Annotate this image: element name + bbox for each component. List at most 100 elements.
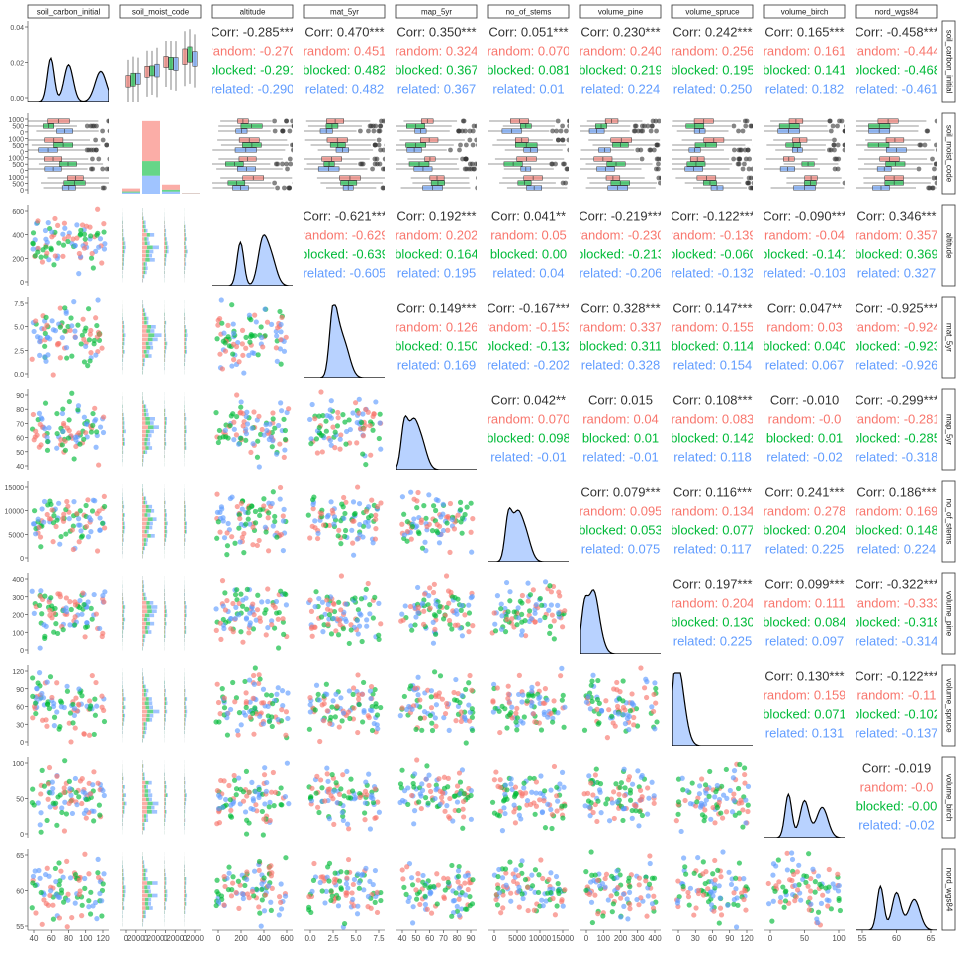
x-tick-label: 200: [614, 934, 628, 943]
corr-text-related: related: -0.926: [855, 358, 939, 373]
corr-text-related: related: 0.328: [581, 358, 661, 373]
corr-text-blocked: blocked: -0.00: [856, 799, 938, 814]
corr-text-random: random: 0.204: [671, 596, 755, 611]
row-strip-volume_pine: volume_pine: [941, 572, 956, 655]
x-tick-label: 60: [47, 934, 56, 943]
corr-text-related: related: 0.01: [492, 82, 564, 97]
scatter-panel-nord_wgs84-soil_carbon_initial: [29, 851, 107, 930]
scatter-panel-volume_spruce-altitude: [213, 665, 291, 741]
corr-text-blocked: blocked: -0.639: [300, 247, 389, 262]
y-axis-map_5yr: 40 50 60 70 80 90: [16, 389, 29, 471]
corr-text-related: related: 0.154: [673, 358, 753, 373]
corr-text-blocked: blocked: 0.098: [486, 431, 571, 446]
boxplot-panel-soil_moist_code-no_of_stems: [488, 118, 569, 191]
corr-text-related: related: 0.131: [765, 726, 845, 741]
corr-text-related: related: -0.02: [858, 818, 935, 833]
y-tick-label: 200: [12, 256, 24, 263]
corr-text-random: random: 0.161: [763, 44, 847, 59]
corr-text-total: Corr: 0.047**: [767, 301, 842, 316]
corr-text-related: related: -0.605: [303, 266, 387, 281]
y-tick-label: 0: [20, 832, 24, 839]
corr-panel-map_5yr-volume_pine: Corr: 0.015 random: 0.04 blocked: 0.01 rela…: [582, 393, 659, 465]
corr-panel-altitude-map_5yr: Corr: 0.192*** random: 0.202 blocked: 0.16…: [396, 209, 477, 281]
corr-text-related: related: 0.482: [305, 82, 385, 97]
corr-text-blocked: blocked: 0.01: [766, 431, 843, 446]
corr-text-total: Corr: -0.167***: [486, 301, 571, 316]
scatter-panel-volume_birch-no_of_stems: [489, 763, 568, 834]
corr-panel-soil_carbon_initial-mat_5yr: Corr: 0.470*** random: 0.451 blocked: 0.48…: [303, 25, 387, 97]
corr-text-random: random: 0.070: [487, 412, 571, 427]
corr-text-random: random: 0.451: [303, 44, 387, 59]
scatter-panel-no_of_stems-altitude: [214, 484, 289, 558]
corr-text-related: related: -0.202: [487, 358, 571, 373]
y-tick-label: 100: [12, 761, 24, 768]
density-panel-no_of_stems: [488, 506, 569, 562]
y-tick-label: 100: [12, 630, 24, 637]
corr-panel-mat_5yr-volume_spruce: Corr: 0.147*** random: 0.155 blocked: 0.11…: [671, 301, 755, 373]
corr-text-random: random: -0.281: [852, 412, 940, 427]
corr-text-random: random: 0.256: [671, 44, 755, 59]
corr-text-blocked: blocked: 0.071: [762, 707, 847, 722]
corr-text-blocked: blocked: -0.213: [576, 247, 665, 262]
x-tick-label: 0: [492, 934, 497, 943]
corr-text-blocked: blocked: 0.195: [670, 63, 755, 78]
x-axis-nord_wgs84: 55 60 65: [856, 929, 937, 943]
x-tick-label: 80: [64, 934, 73, 943]
corr-panel-volume_spruce-nord_wgs84: Corr: -0.122*** random: -0.11 blocked: -0.…: [856, 669, 937, 741]
scatter-panel-volume_spruce-volume_pine: [581, 665, 660, 741]
corr-text-total: Corr: 0.470***: [304, 25, 384, 40]
corr-text-blocked: blocked: -0.468: [852, 63, 941, 78]
x-tick-label: 50: [411, 934, 420, 943]
corr-panel-soil_carbon_initial-volume_pine: Corr: 0.230*** random: 0.240 blocked: 0.21…: [579, 25, 663, 97]
corr-text-blocked: blocked: 0.01: [582, 431, 659, 446]
column-strip-map_5yr: map_5yr: [395, 4, 478, 19]
row-strip-label: map_5yr: [944, 414, 953, 445]
y-tick-label: 500: [12, 143, 24, 150]
x-tick-label: 0: [676, 934, 681, 943]
x-tick-label: 60: [425, 934, 434, 943]
x-tick-label: 120: [740, 934, 754, 943]
corr-panel-altitude-nord_wgs84: Corr: 0.346*** random: 0.357 blocked: 0.36…: [856, 209, 937, 281]
y-tick-label: 0.0: [14, 372, 24, 379]
corr-text-related: related: -0.206: [579, 266, 663, 281]
column-strip-volume_birch: volume_birch: [763, 4, 846, 19]
x-tick-label: 200: [234, 934, 248, 943]
boxplot-panel-soil_moist_code-nord_wgs84: [856, 118, 937, 191]
corr-text-total: Corr: 0.099***: [764, 577, 844, 592]
y-tick-label: 120: [12, 669, 24, 676]
column-strip-volume_spruce: volume_spruce: [671, 4, 754, 19]
corr-text-related: related: 0.195: [397, 266, 477, 281]
y-tick-label: 0: [20, 149, 24, 156]
corr-text-total: Corr: 0.108***: [672, 393, 752, 408]
corr-panel-altitude-volume_pine: Corr: -0.219*** random: -0.230 blocked: -0…: [576, 209, 665, 281]
column-strip-altitude: altitude: [211, 4, 294, 19]
row-strip-label: nord_wgs84: [944, 868, 953, 912]
scatter-panel-volume_birch-map_5yr: [397, 757, 474, 831]
scatter-panel-map_5yr-altitude: [213, 392, 292, 470]
corr-text-total: Corr: 0.165***: [764, 25, 844, 40]
corr-text-blocked: blocked: 0.114: [671, 339, 755, 354]
y-tick-label: 400: [12, 577, 24, 584]
x-tick-label: 65: [927, 934, 936, 943]
panel-grid: soil_carbon_initialsoil_carbon_initialso…: [5, 4, 956, 943]
corr-text-blocked: blocked: -0.132: [484, 339, 573, 354]
y-tick-label: 0.04: [10, 25, 24, 32]
row-strip-label: volume_pine: [944, 591, 953, 637]
x-tick-label: 40: [30, 934, 39, 943]
scatter-panel-mat_5yr-altitude: [214, 297, 289, 376]
hist-panel-map_5yr-soil_moist_code: [122, 392, 187, 467]
corr-text-blocked: blocked: 0.077: [670, 523, 755, 538]
y-tick-label: 50: [16, 797, 24, 804]
corr-panel-mat_5yr-no_of_stems: Corr: -0.167*** random: -0.153 blocked: -0…: [484, 301, 573, 373]
x-tick-label: 0: [163, 934, 168, 943]
scatter-panel-volume_pine-mat_5yr: [306, 573, 384, 647]
corr-text-random: random: 0.05: [490, 228, 567, 243]
scatter-panel-map_5yr-mat_5yr: [307, 389, 384, 468]
x-axis-volume_birch: 0 50 100: [764, 929, 846, 943]
corr-text-blocked: blocked: -0.141: [760, 247, 849, 262]
x-tick-label: 0: [183, 934, 188, 943]
corr-text-related: related: 0.075: [581, 542, 661, 557]
corr-text-random: random: 0.240: [579, 44, 663, 59]
corr-text-blocked: blocked: 0.00: [490, 247, 567, 262]
y-tick-label: 90: [16, 687, 24, 694]
